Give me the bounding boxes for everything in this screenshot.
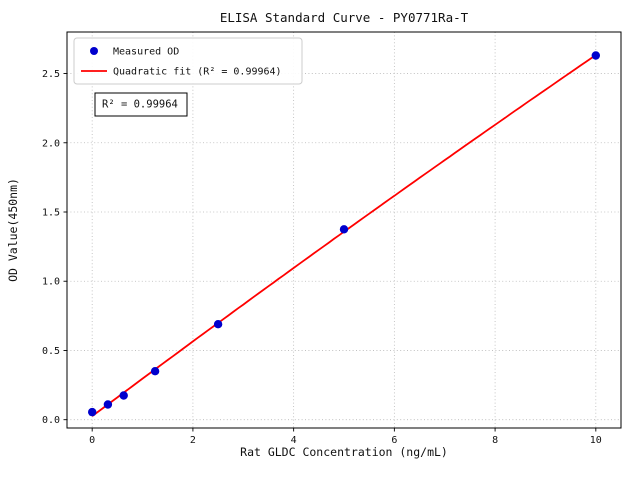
legend-box: [73, 37, 303, 85]
plot-border: [66, 31, 622, 429]
y-tick-label: 0.0: [42, 415, 60, 426]
data-point: [591, 51, 600, 60]
data-point: [103, 400, 113, 409]
data-point: [339, 225, 349, 234]
measured-od-points: [88, 51, 600, 417]
tick-layer: 0 2 4 6 8 10 0.0 0.5 1.0 1.5 2.0 2.5: [42, 69, 602, 446]
legend-label-quadratic-fit: Quadratic fit (R² = 0.99964): [113, 67, 282, 78]
data-point: [150, 367, 160, 376]
y-axis-label: OD Value(450nm): [6, 178, 20, 282]
legend: Measured OD Quadratic fit (R² = 0.99964): [73, 37, 303, 85]
chart-title: ELISA Standard Curve - PY0771Ra-T: [220, 10, 469, 25]
r-squared-box: [94, 92, 188, 117]
data-point: [119, 391, 128, 400]
y-tick-label: 2.5: [42, 69, 60, 80]
y-tick-label: 0.5: [42, 346, 60, 357]
y-tick-label: 1.5: [42, 208, 60, 219]
y-tick-label: 2.0: [42, 138, 60, 149]
x-axis-label: Rat GLDC Concentration (ng/mL): [240, 445, 448, 459]
r-squared-annotation: R² = 0.99964: [94, 92, 188, 117]
x-tick-label: 8: [492, 435, 498, 446]
y-tick-label: 1.0: [42, 277, 60, 288]
x-tick-label: 4: [291, 435, 297, 446]
legend-marker-measured-od-icon: [90, 47, 98, 55]
x-tick-label: 0: [89, 435, 95, 446]
x-tick-label: 6: [391, 435, 397, 446]
data-point: [213, 320, 223, 329]
legend-label-measured-od: Measured OD: [113, 47, 179, 58]
x-tick-label: 2: [190, 435, 196, 446]
data-point: [88, 407, 97, 417]
x-tick-label: 10: [590, 435, 602, 446]
r-squared-text: R² = 0.99964: [102, 99, 178, 111]
